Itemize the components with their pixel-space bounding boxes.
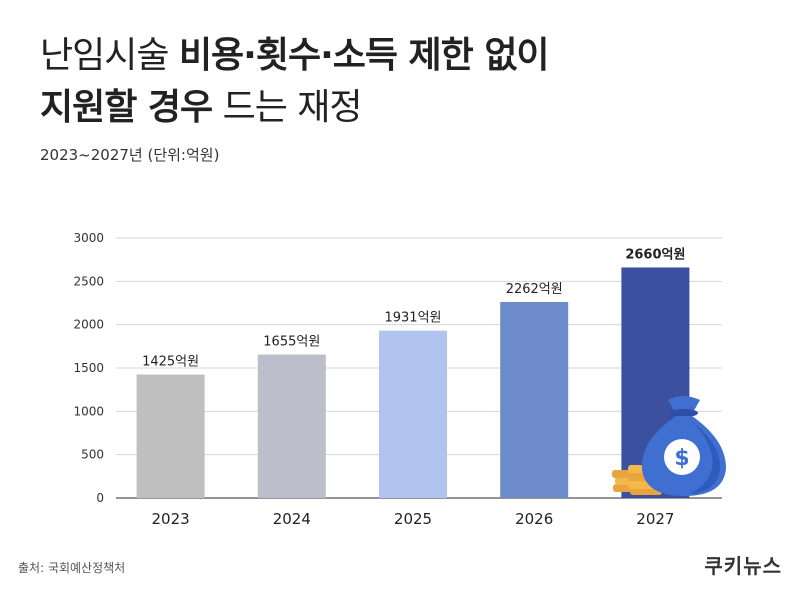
y-tick-label: 2000 <box>73 318 104 332</box>
x-tick-label-2024: 2024 <box>273 510 311 528</box>
publisher-logo: 쿠키뉴스 <box>704 554 782 578</box>
title-line1-normal: 난임시술 <box>40 35 179 76</box>
y-tick-labels: 0 500 1000 1500 2000 2500 3000 <box>73 231 104 505</box>
title-line2-bold: 지원할 경우 <box>40 87 213 128</box>
y-tick-label: 3000 <box>73 231 104 245</box>
bar-2024 <box>257 354 326 498</box>
chart-title: 난임시술 비용·횟수·소득 제한 없이 지원할 경우 드는 재정 <box>40 30 550 134</box>
data-label-2025: 1931억원 <box>384 311 441 326</box>
title-line1-bold: 비용·횟수·소득 제한 없이 <box>178 35 550 76</box>
title-line2-normal: 드는 재정 <box>212 87 363 128</box>
y-tick-label: 1000 <box>73 404 104 418</box>
y-tick-label: 2500 <box>73 274 104 288</box>
x-tick-label-2027: 2027 <box>636 510 674 528</box>
bar-2026 <box>500 301 569 498</box>
data-label-2027: 2660억원 <box>625 247 685 262</box>
source-note: 출처: 국회예산정책처 <box>18 561 126 575</box>
money-bag-icon: $ <box>612 396 726 496</box>
data-label-2026: 2262억원 <box>506 282 563 297</box>
x-tick-labels: 2023 2024 2025 2026 2027 <box>152 510 675 528</box>
data-label-2024: 1655억원 <box>263 335 320 350</box>
data-label-2023: 1425억원 <box>142 355 199 370</box>
x-tick-label-2025: 2025 <box>394 510 432 528</box>
data-labels: 1425억원 1655억원 1931억원 2262억원 2660억원 <box>142 247 685 369</box>
y-tick-label: 0 <box>96 491 104 505</box>
bar-2023 <box>136 374 205 498</box>
x-tick-label-2026: 2026 <box>515 510 553 528</box>
bars <box>136 267 690 498</box>
svg-text:$: $ <box>674 446 689 471</box>
x-tick-label-2023: 2023 <box>152 510 190 528</box>
chart-subtitle: 2023~2027년 (단위:억원) <box>40 146 220 164</box>
y-tick-label: 500 <box>81 448 104 462</box>
y-tick-label: 1500 <box>73 361 104 375</box>
bar-2025 <box>379 330 447 498</box>
